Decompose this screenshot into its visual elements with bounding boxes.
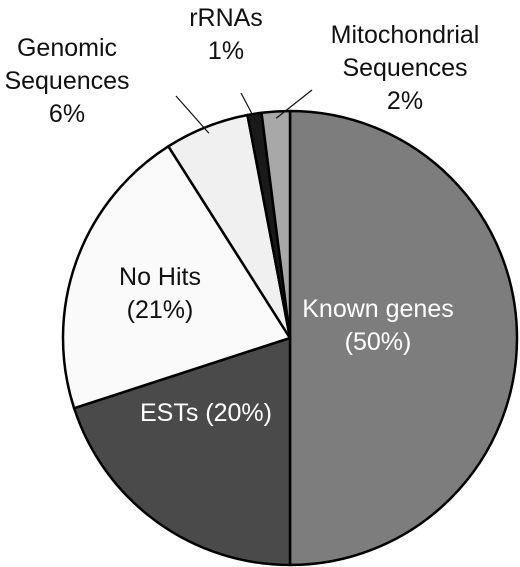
slice-label-line: 1%: [208, 37, 244, 65]
slice-label-line: No Hits: [119, 263, 201, 291]
pie-slice-1: [72, 336, 292, 567]
leader-lines: [175, 89, 313, 134]
slice-label-line: Sequences: [4, 67, 129, 95]
slice-label-0: Known genes (50%): [302, 295, 454, 356]
slice-label-line: 2%: [387, 87, 423, 115]
leader-line-3: [175, 95, 210, 134]
pie-slice-0: [288, 109, 519, 567]
slice-label-line: Mitochondrial: [331, 21, 480, 49]
slice-label-line: Known genes: [302, 295, 454, 323]
slice-label-line: (21%): [127, 296, 194, 324]
pie-slices: [61, 109, 519, 567]
slice-label-line: (50%): [345, 328, 412, 356]
slice-label-line: rRNAs: [189, 4, 263, 32]
leader-line-5: [275, 89, 313, 119]
slice-label-5: Mitochondrial Sequences 2%: [331, 21, 480, 115]
slice-label-2: No Hits (21%): [119, 263, 201, 324]
pie-slice-5: [260, 109, 292, 340]
slice-label-line: Sequences: [342, 54, 467, 82]
slice-label-1: ESTs (20%): [140, 399, 272, 427]
pie-slice-2: [61, 145, 292, 410]
slice-labels: Known genes (50%) ESTs (20%) No Hits (21%) Ge…: [4, 4, 479, 427]
slice-label-4: rRNAs 1%: [189, 4, 263, 65]
leader-line-4: [240, 92, 257, 121]
slice-label-line: Genomic: [17, 34, 117, 62]
slice-label-3: Genomic Sequences 6%: [4, 34, 129, 128]
slice-label-line: 6%: [49, 100, 85, 128]
slice-label-line: ESTs (20%): [140, 399, 272, 427]
